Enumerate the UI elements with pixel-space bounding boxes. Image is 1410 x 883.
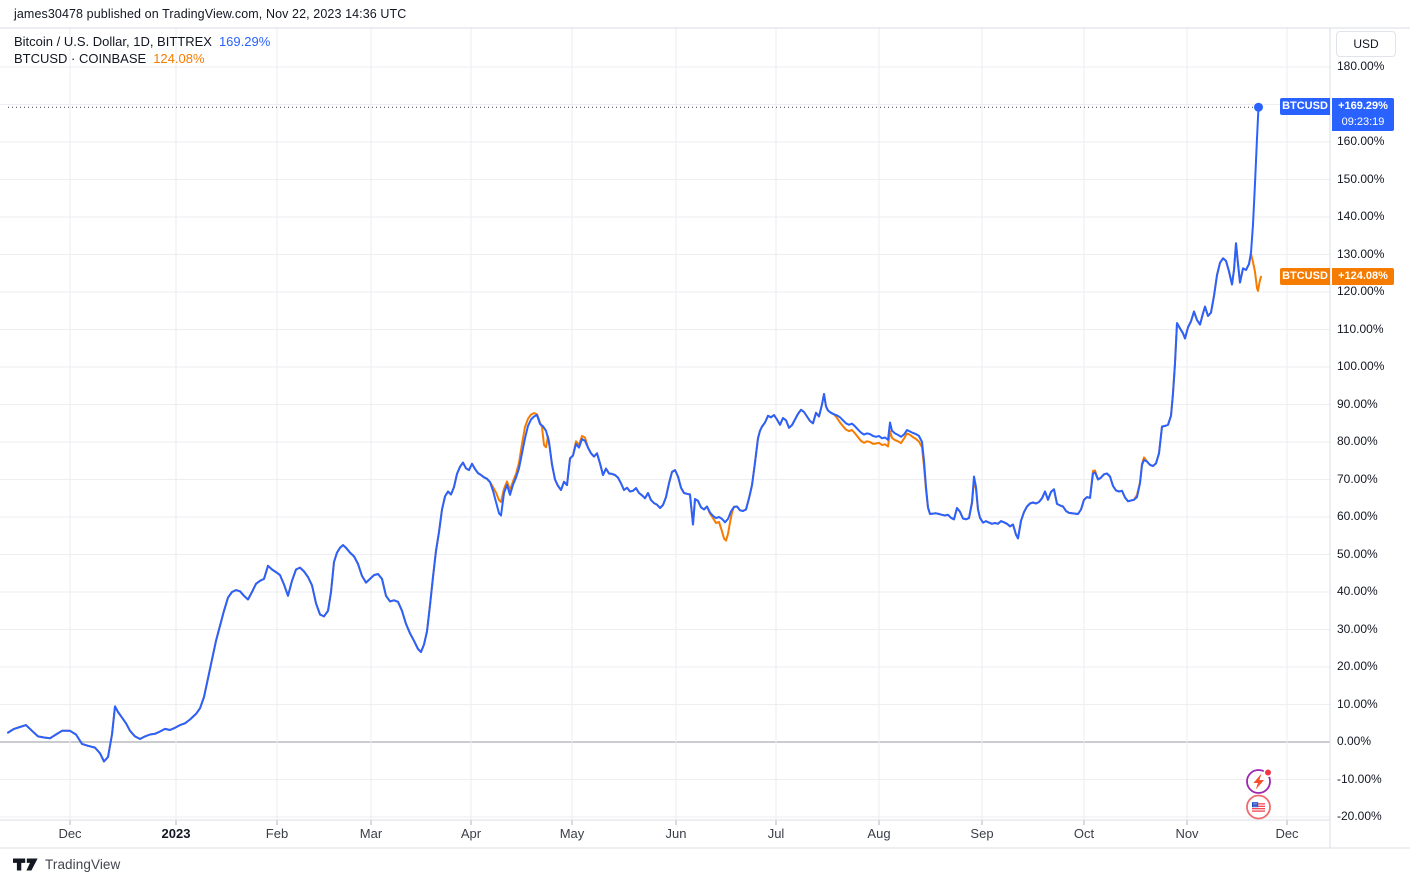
y-axis-tick-label: 150.00% <box>1337 172 1385 186</box>
legend-value-bittrex: 169.29% <box>218 34 271 49</box>
legend-value-coinbase: 124.08% <box>153 51 205 66</box>
tradingview-logo-mark <box>13 858 38 871</box>
y-axis-tick-label: 70.00% <box>1337 472 1378 486</box>
y-axis-tick-label: 140.00% <box>1337 209 1385 223</box>
x-axis-month-label: Jul <box>767 826 785 841</box>
legend-symbol-coinbase: BTCUSD · COINBASE <box>14 51 147 66</box>
y-axis-tick-label: 30.00% <box>1337 622 1378 636</box>
y-axis-tick-label: 100.00% <box>1337 359 1385 373</box>
y-axis-tick-label: 50.00% <box>1337 547 1378 561</box>
flash-events-icon[interactable] <box>1246 767 1273 794</box>
y-axis-tick-label: 40.00% <box>1337 584 1378 598</box>
tradingview-logo[interactable]: TradingView <box>13 857 120 872</box>
us-economic-events-icon[interactable] <box>1246 794 1271 820</box>
price-label-coinbase-value: +124.08% <box>1332 268 1394 285</box>
price-label-coinbase-ticker: BTCUSD <box>1280 268 1330 285</box>
y-axis-tick-label: 90.00% <box>1337 397 1378 411</box>
x-axis-month-label: Aug <box>867 826 891 841</box>
y-axis-tick-label: 80.00% <box>1337 434 1378 448</box>
legend-symbol-bittrex: Bitcoin / U.S. Dollar, 1D, BITTREX <box>14 34 212 49</box>
currency-usd-button[interactable]: USD <box>1336 31 1396 57</box>
bar-close-countdown: 09:23:19 <box>1341 116 1385 128</box>
y-axis-tick-label: 20.00% <box>1337 659 1378 673</box>
x-axis-month-label: Dec <box>1275 826 1299 841</box>
x-axis-month-label: Dec <box>58 826 82 841</box>
x-axis-month-label: Mar <box>359 826 383 841</box>
legend-series-coinbase[interactable]: BTCUSD · COINBASE 124.08% <box>14 50 270 67</box>
x-axis-month-label: Jun <box>665 826 687 841</box>
y-axis-tick-label: 130.00% <box>1337 247 1385 261</box>
legend-series-bittrex[interactable]: Bitcoin / U.S. Dollar, 1D, BITTREX 169.29… <box>14 33 270 50</box>
chart-legend: Bitcoin / U.S. Dollar, 1D, BITTREX 169.29… <box>14 33 270 67</box>
chart-event-markers <box>1246 767 1273 820</box>
y-axis-tick-label: 60.00% <box>1337 509 1378 523</box>
x-axis-month-label: May <box>559 826 585 841</box>
price-label-bittrex-ticker: BTCUSD <box>1280 98 1330 115</box>
x-axis-month-label: Oct <box>1073 826 1095 841</box>
x-axis-month-label: Apr <box>460 826 482 841</box>
y-axis-tick-label: -20.00% <box>1337 809 1382 823</box>
publish-attribution: james30478 published on TradingView.com,… <box>14 7 407 21</box>
x-axis-month-label: Feb <box>265 826 289 841</box>
y-axis-tick-label: 120.00% <box>1337 284 1385 298</box>
y-axis-tick-label: 110.00% <box>1337 322 1384 336</box>
y-axis-tick-label: -10.00% <box>1337 772 1382 786</box>
price-label-bittrex: BTCUSD +169.29% 09:23:19 <box>1280 98 1394 131</box>
x-axis-month-label: 2023 <box>161 826 191 841</box>
x-axis-month-label: Nov <box>1175 826 1199 841</box>
y-axis-tick-label: 180.00% <box>1337 59 1385 73</box>
price-label-bittrex-value: +169.29% 09:23:19 <box>1332 98 1394 131</box>
y-axis-tick-label: 160.00% <box>1337 134 1385 148</box>
x-axis-month-label: Sep <box>970 826 994 841</box>
y-axis-tick-label: 10.00% <box>1337 697 1378 711</box>
y-axis-tick-label: 0.00% <box>1337 734 1372 748</box>
tradingview-logo-text: TradingView <box>45 857 121 872</box>
price-label-coinbase: BTCUSD +124.08% <box>1280 268 1394 285</box>
